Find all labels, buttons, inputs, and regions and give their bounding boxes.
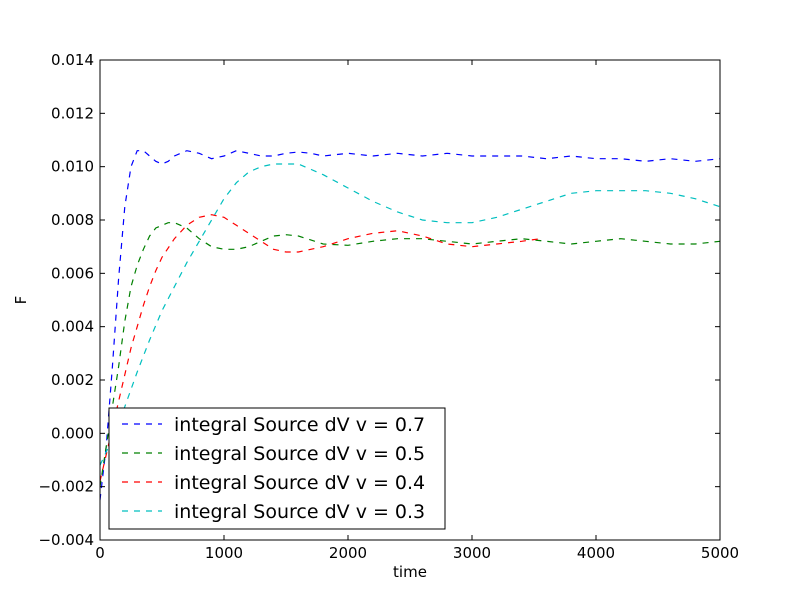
series-line-4 [100,163,720,466]
y-tick-label: 0.010 [51,158,94,176]
y-tick-label: −0.004 [38,531,94,549]
x-tick-label: 4000 [577,544,615,562]
y-tick-label: 0.014 [51,51,94,69]
legend-frame [108,407,446,530]
x-tick-label: 2000 [329,544,367,562]
x-tick-label: 5000 [701,544,739,562]
legend: integral Source dV v = 0.7 integral Sourc… [108,407,446,530]
y-axis-label: F [12,296,30,305]
x-axis-label: time [393,563,427,581]
legend-label-3: integral Source dV v = 0.4 [174,472,425,494]
y-tick-label: 0.002 [51,371,94,389]
y-tick-label: 0.012 [51,104,94,122]
legend-label-1: integral Source dV v = 0.7 [174,414,425,436]
x-tick-label: 0 [95,544,105,562]
x-tick-label: 3000 [453,544,491,562]
legend-items: integral Source dV v = 0.7 integral Sourc… [122,414,425,523]
y-tick-label: 0.008 [51,211,94,229]
series-layer [100,150,720,501]
y-tick-label: 0.006 [51,264,94,282]
plot-frame [99,59,721,541]
y-tick-label: −0.002 [38,478,94,496]
legend-label-4: integral Source dV v = 0.3 [174,501,425,523]
ticks-layer: 0 1000 2000 3000 4000 5000 −0.004 −0.002 0.000 0.… [38,51,739,562]
series-line-2 [100,222,720,487]
legend-label-2: integral Source dV v = 0.5 [174,443,425,465]
y-tick-label: 0.000 [51,424,94,442]
x-tick-label: 1000 [205,544,243,562]
y-tick-label: 0.004 [51,318,94,336]
series-line-3 [100,214,541,482]
series-line-1 [100,150,720,501]
